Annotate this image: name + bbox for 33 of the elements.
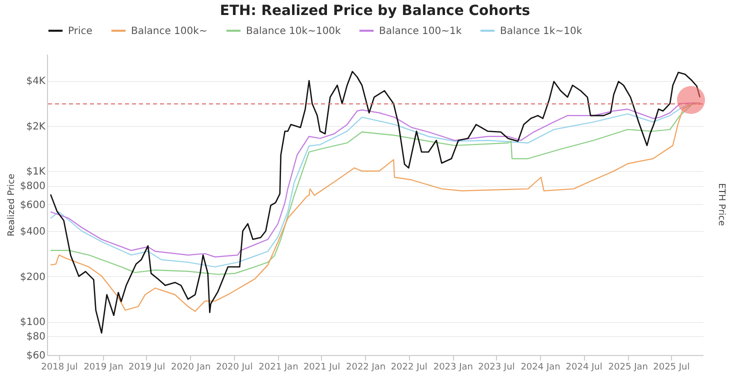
x-tick-label: 2021 Jan	[258, 362, 298, 372]
y-tick-label: $800	[20, 181, 46, 192]
legend-label: Balance 10k~100k	[246, 26, 342, 37]
x-tick-label: 2022 Jan	[346, 362, 386, 372]
x-tick-label: 2022 Jul	[390, 362, 428, 372]
y-tick-label: $600	[20, 200, 46, 211]
legend-label: Price	[68, 26, 92, 37]
x-tick-label: 2023 Jan	[433, 362, 473, 372]
x-tick-label: 2020 Jul	[216, 362, 253, 372]
y-tick-label: $60	[26, 350, 46, 362]
legend-label: Balance 100~1k	[379, 26, 462, 37]
x-tick-label: 2021 Jul	[303, 362, 340, 372]
x-tick-label: 2023 Jul	[478, 362, 515, 372]
x-tick-label: 2019 Jan	[84, 362, 124, 372]
y-tick-label: $200	[20, 272, 46, 283]
legend-label: Balance 100k~	[131, 26, 208, 37]
legend-label: Balance 1k~10k	[500, 26, 582, 37]
y-tick-label: $4K	[26, 76, 46, 87]
x-tick-label: 2025 Jan	[608, 362, 648, 372]
y2-axis-title: ETH Price	[716, 183, 726, 226]
y-tick-label: $1K	[26, 166, 46, 178]
x-tick-label: 2024 Jan	[520, 362, 560, 372]
y-tick-label: $2K	[26, 121, 46, 132]
y-tick-label: $80	[26, 332, 46, 343]
x-tick-label: 2025 Jul	[653, 362, 690, 372]
x-tick-label: 2020 Jan	[171, 362, 211, 372]
x-tick-label: 2019 Jul	[128, 362, 166, 372]
y-tick-label: $400	[20, 226, 46, 238]
chart-title: ETH: Realized Price by Balance Cohorts	[220, 3, 530, 19]
y-axis-title: Realized Price	[7, 173, 18, 236]
y-tick-label: $100	[20, 317, 46, 328]
x-tick-label: 2018 Jul	[41, 362, 78, 372]
x-tick-label: 2024 Jul	[566, 362, 602, 372]
